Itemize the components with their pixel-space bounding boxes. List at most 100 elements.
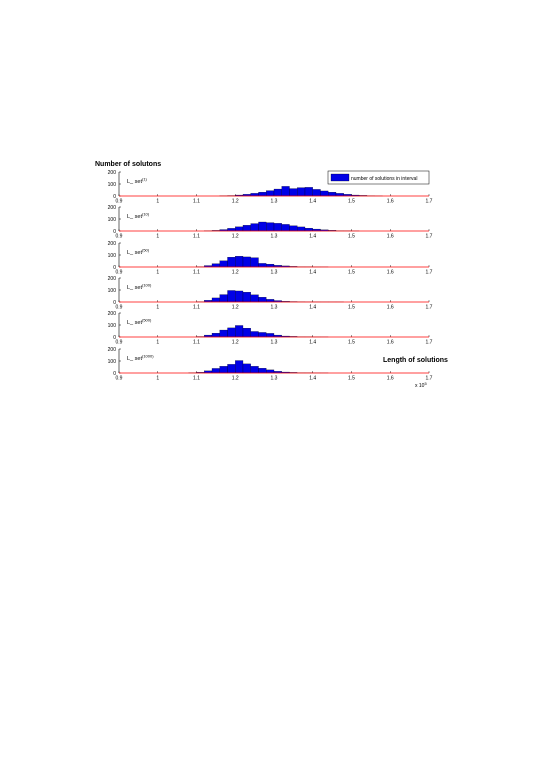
x-tick-label: 1.6	[387, 270, 394, 276]
x-tick-label: 1.4	[309, 234, 316, 240]
histogram-bar	[227, 257, 236, 268]
x-multiplier-exp: 5	[424, 381, 427, 386]
set-label-sup: (1)	[142, 177, 148, 182]
x-tick-label: 1.2	[232, 234, 239, 240]
x-tick-label: 1.6	[387, 340, 394, 346]
figure-xlabel: Length of solutions	[383, 357, 448, 364]
x-tick-label: 1.6	[387, 234, 394, 240]
x-tick-label: 1.7	[426, 199, 433, 205]
histogram-bar	[250, 223, 259, 232]
histogram-bar	[258, 221, 267, 232]
x-tick-label: 1.7	[426, 234, 433, 240]
x-tick-label: 1.3	[271, 376, 278, 382]
x-tick-label: 1.7	[426, 376, 433, 382]
panel-5: 0 100 200 0.9 1 1.1 1.2 1.3 1.4 1.5 1.6 1.7 L_ set(1…	[108, 347, 433, 382]
x-tick-label: 1.1	[193, 270, 200, 276]
y-tick-label: 100	[108, 359, 117, 365]
histogram-bar	[320, 190, 329, 197]
x-tick-label: 1.1	[193, 305, 200, 311]
x-tick-label: 1.4	[309, 199, 316, 205]
x-tick-label: 1.5	[348, 305, 355, 311]
histogram-bar	[227, 290, 236, 303]
set-label-sup: (500)	[142, 318, 152, 323]
histogram-bar	[227, 327, 236, 338]
histogram-bar	[258, 368, 267, 374]
histogram-bar	[304, 227, 313, 232]
histogram-bar	[235, 226, 244, 232]
histogram-bar	[211, 368, 220, 374]
set-label-base: L_ set	[127, 250, 142, 256]
x-tick-label: 1.2	[232, 376, 239, 382]
histogram-bar	[235, 360, 244, 374]
histogram-bar	[235, 256, 244, 268]
histogram-bar	[297, 226, 306, 232]
y-tick-label: 200	[108, 347, 117, 353]
y-tick-label: 200	[108, 241, 117, 247]
x-tick-label: 0.9	[116, 340, 123, 346]
set-label-base: L_ set	[127, 214, 142, 220]
legend-box	[327, 170, 430, 185]
x-tick-label: 1	[156, 376, 159, 382]
x-tick-label: 1.2	[232, 305, 239, 311]
histogram-bar	[219, 329, 228, 338]
set-label: L_ set(10)	[127, 212, 150, 221]
x-tick-label: 1.6	[387, 199, 394, 205]
legend-text: number of solutions in interval	[351, 176, 417, 182]
y-tick-label: 0	[113, 300, 116, 306]
x-tick-label: 1.1	[193, 199, 200, 205]
histogram-bar	[266, 263, 275, 268]
histogram-bar	[250, 331, 259, 338]
x-tick-label: 1	[156, 234, 159, 240]
x-tick-label: 0.9	[116, 305, 123, 311]
histogram-bar	[289, 188, 298, 197]
y-tick-label: 100	[108, 182, 117, 188]
x-tick-label: 1.3	[271, 305, 278, 311]
legend-swatch	[330, 173, 350, 182]
x-multiplier-base: x 10	[415, 383, 425, 389]
x-tick-label: 1	[156, 340, 159, 346]
histogram-bar	[242, 225, 251, 232]
y-tick-label: 200	[108, 276, 117, 282]
x-tick-label: 1.3	[271, 234, 278, 240]
x-tick-label: 0.9	[116, 376, 123, 382]
x-tick-label: 1.5	[348, 234, 355, 240]
legend: number of solutions in interval	[327, 170, 430, 185]
x-tick-label: 1.4	[309, 270, 316, 276]
histogram-bar	[266, 333, 275, 338]
histogram-bar	[297, 187, 306, 197]
x-tick-label: 1.5	[348, 340, 355, 346]
x-tick-label: 0.9	[116, 234, 123, 240]
panel-3: 0 100 200 0.9 1 1.1 1.2 1.3 1.4 1.5 1.6 1.7 L_ set(1…	[108, 276, 433, 311]
histogram-bar	[211, 263, 220, 268]
x-tick-label: 1.7	[426, 305, 433, 311]
panel-4: 0 100 200 0.9 1 1.1 1.2 1.3 1.4 1.5 1.6 1.7 L_ set(5…	[108, 311, 433, 346]
histogram-bar	[273, 223, 282, 232]
figure-ylabel: Number of solutons	[95, 161, 161, 168]
x-tick-label: 1.7	[426, 270, 433, 276]
panel-1: 0 100 200 0.9 1 1.1 1.2 1.3 1.4 1.5 1.6 1.7 L_ set(1…	[108, 205, 433, 240]
x-tick-label: 1.5	[348, 376, 355, 382]
x-tick-label: 1.5	[348, 199, 355, 205]
panel-2: 0 100 200 0.9 1 1.1 1.2 1.3 1.4 1.5 1.6 1.7 L_ set(5…	[108, 241, 433, 276]
histogram-bar	[250, 366, 259, 374]
histogram-bar	[219, 366, 228, 374]
histogram-bar	[281, 186, 290, 197]
panel-0: 0 100 200 0.9 1 1.1 1.2 1.3 1.4 1.5 1.6 1.7 L_ set(1…	[108, 170, 433, 205]
set-label-base: L_ set	[127, 320, 142, 326]
histogram-bar	[242, 256, 251, 268]
histogram-bar	[328, 192, 337, 197]
histogram-bar	[289, 225, 298, 232]
histogram-bar	[304, 187, 313, 197]
histogram-bar	[242, 363, 251, 374]
histogram-bar	[250, 257, 259, 268]
histogram-bar	[242, 292, 251, 303]
histogram-bar	[227, 364, 236, 374]
x-tick-label: 0.9	[116, 270, 123, 276]
histogram-bar	[258, 297, 267, 303]
set-label: L_ set(1000)	[127, 354, 154, 363]
x-tick-label: 1.2	[232, 270, 239, 276]
x-tick-label: 1	[156, 270, 159, 276]
x-tick-label: 1.3	[271, 340, 278, 346]
set-label-base: L_ set	[127, 356, 142, 362]
